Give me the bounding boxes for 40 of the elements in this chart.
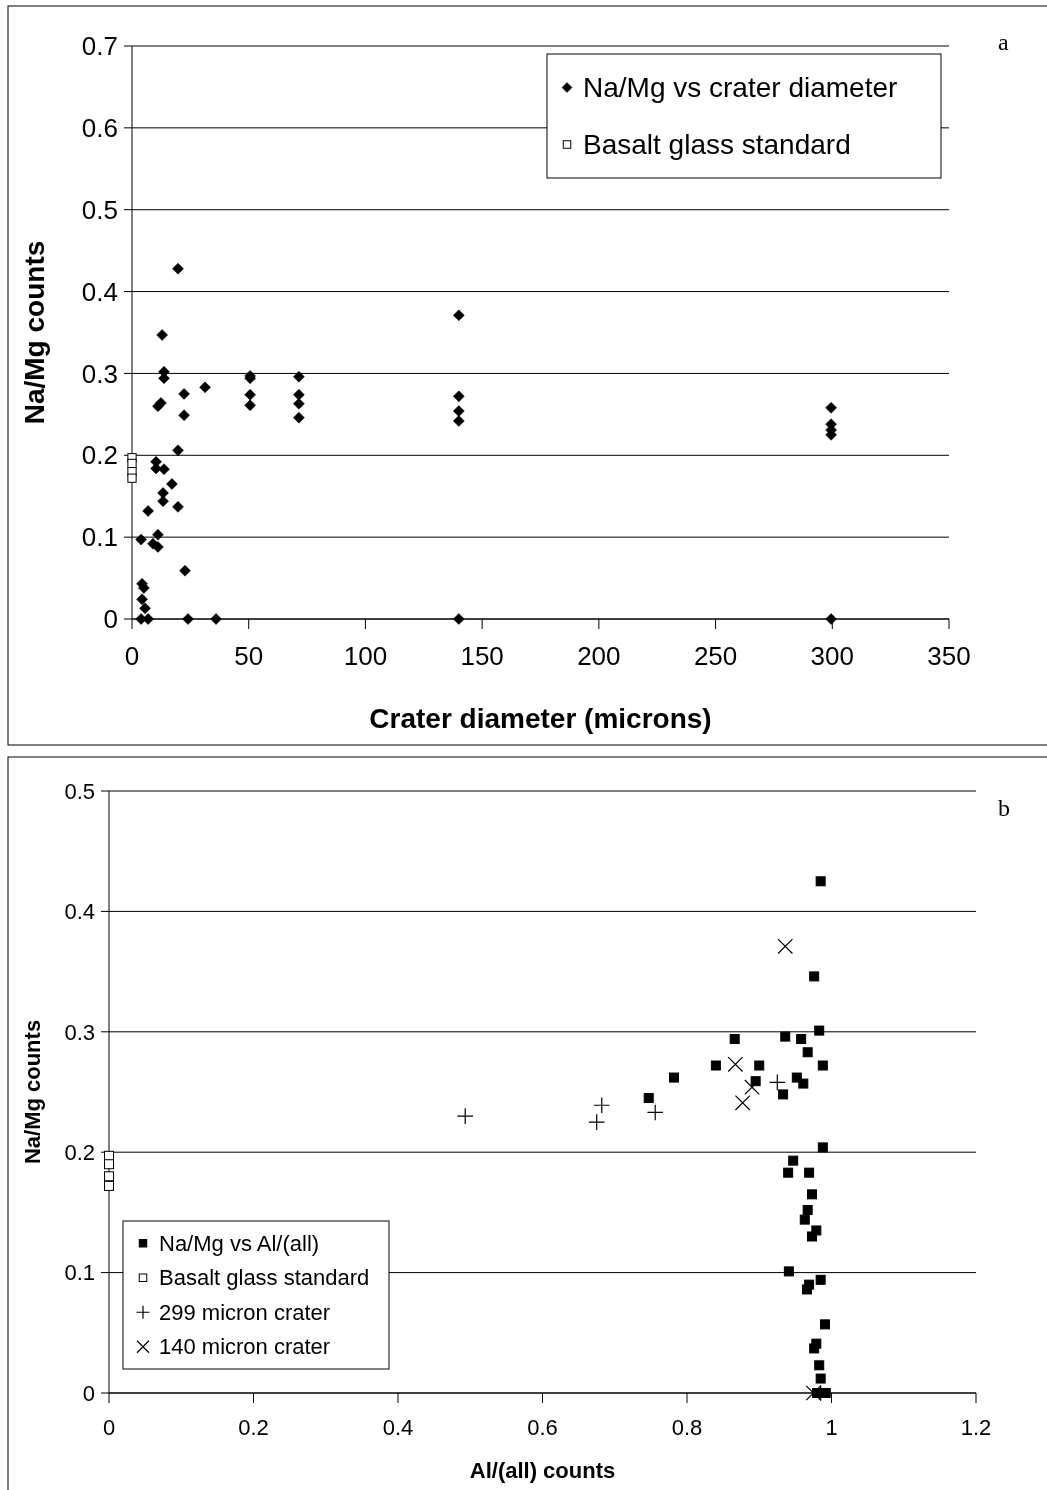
y-tick-label: 0.4 xyxy=(81,276,118,307)
y-tick-label: 0.3 xyxy=(64,1019,95,1045)
y-tick-label: 0.6 xyxy=(81,112,118,143)
y-axis-title: Na/Mg counts xyxy=(20,1019,45,1165)
x-axis-title: Al/(all) counts xyxy=(469,1458,616,1483)
x-tick-label: 0.8 xyxy=(671,1415,703,1440)
legend-label: Basalt glass standard xyxy=(159,1265,370,1291)
legend-label: Na/Mg vs Al/(all) xyxy=(159,1230,320,1256)
x-tick-label: 0.6 xyxy=(527,1415,558,1440)
x-tick-label: 0.2 xyxy=(238,1415,269,1440)
y-tick-label: 0 xyxy=(82,1380,95,1406)
y-tick-label: 0.3 xyxy=(81,358,118,389)
text: b xyxy=(998,795,1010,821)
x-tick-label: 300 xyxy=(810,641,854,671)
legend-label: Basalt glass standard xyxy=(583,129,851,161)
x-tick-label: 50 xyxy=(234,641,264,671)
x-axis-title: Crater diameter (microns) xyxy=(369,703,712,734)
y-tick-label: 0.5 xyxy=(64,778,95,804)
x-tick-label: 1 xyxy=(825,1415,838,1440)
y-tick-label: 0.2 xyxy=(81,440,118,471)
x-tick-label: 350 xyxy=(927,641,971,671)
x-tick-label: 150 xyxy=(460,641,504,671)
x-tick-label: 200 xyxy=(577,641,621,671)
x-tick-label: 0 xyxy=(124,641,140,671)
y-tick-label: 0.2 xyxy=(64,1139,95,1165)
text: a xyxy=(998,29,1009,55)
y-tick-label: 0.1 xyxy=(64,1260,95,1286)
y-tick-label: 0.7 xyxy=(81,31,118,62)
x-tick-label: 1.2 xyxy=(960,1415,992,1440)
y-tick-label: 0.5 xyxy=(81,194,118,225)
legend-label: Na/Mg vs crater diameter xyxy=(583,72,898,104)
x-tick-label: 100 xyxy=(343,641,388,671)
y-tick-label: 0.1 xyxy=(81,522,118,553)
legend-label: 140 micron crater xyxy=(159,1334,331,1360)
y-tick-label: 0.4 xyxy=(64,899,95,925)
x-tick-label: 250 xyxy=(693,641,738,671)
y-tick-label: 0 xyxy=(103,604,118,635)
y-axis-title: Na/Mg counts xyxy=(19,240,50,425)
legend-label: 299 micron crater xyxy=(159,1299,331,1325)
x-tick-label: 0.4 xyxy=(382,1415,414,1440)
